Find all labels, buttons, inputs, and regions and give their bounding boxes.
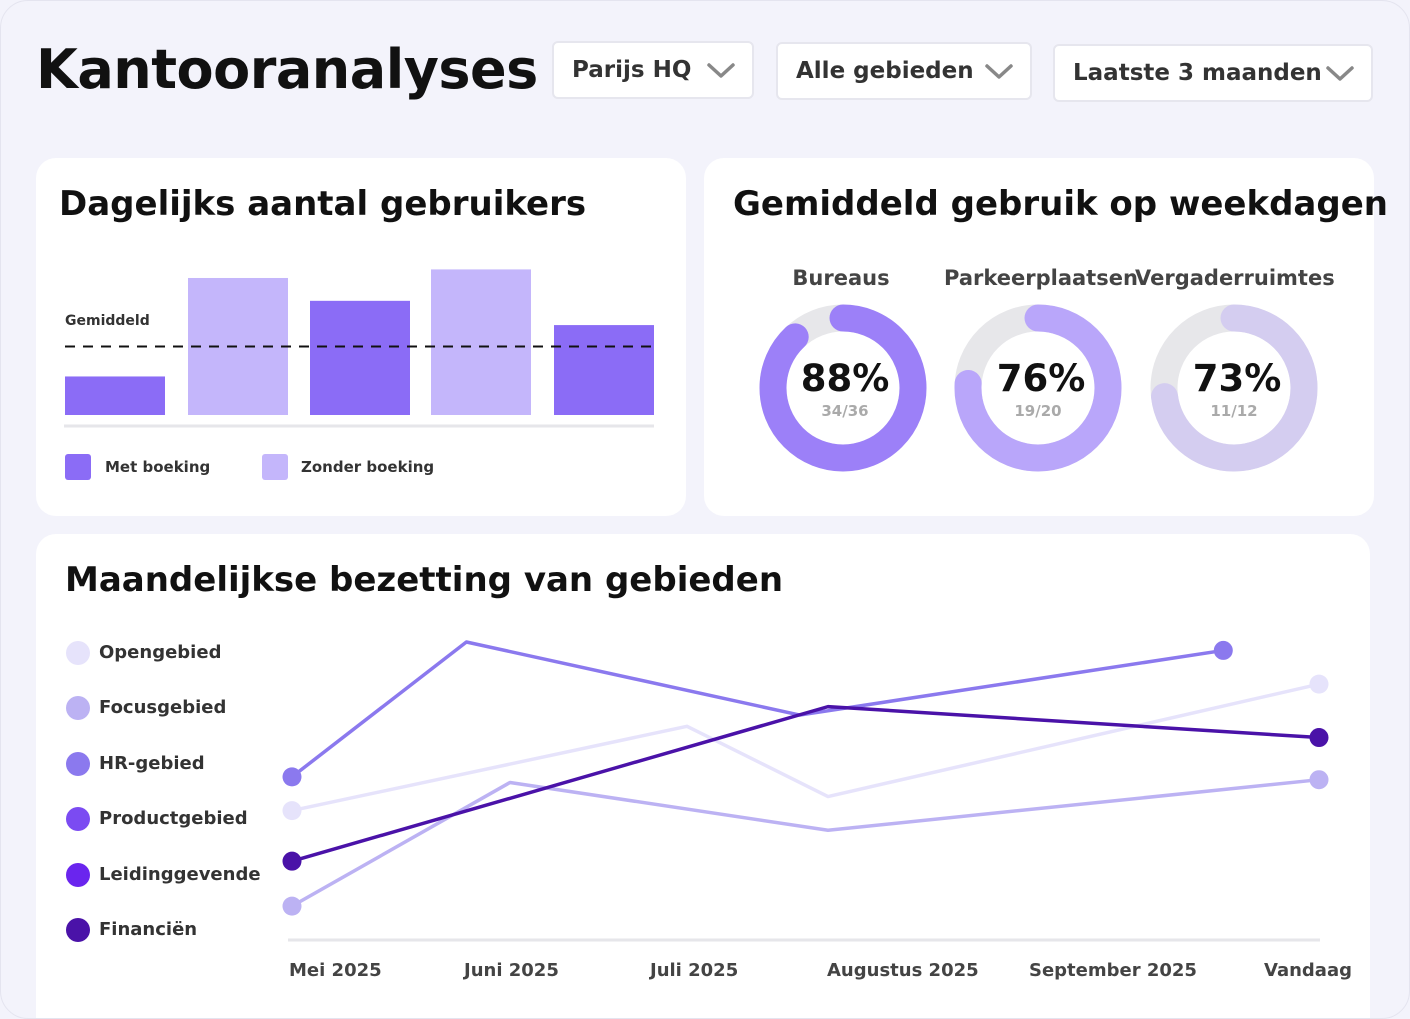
page-title: Kantooranalyses bbox=[36, 38, 538, 101]
chevron-down-icon bbox=[1326, 66, 1354, 81]
series-label-financien: Financiën bbox=[99, 919, 198, 940]
chevron-down-icon bbox=[985, 64, 1013, 79]
series-point-focusgebied-start[interactable] bbox=[282, 896, 302, 916]
donut-fraction-parkeerplaatsen: 19/20 bbox=[1014, 402, 1062, 420]
x-label-september: September 2025 bbox=[1029, 960, 1197, 981]
bar-5[interactable] bbox=[554, 325, 654, 415]
donut-fraction-vergaderruimtes: 11/12 bbox=[1210, 402, 1258, 420]
legend-swatch-met-boeking bbox=[65, 454, 91, 480]
series-dot-productgebied bbox=[66, 807, 90, 831]
donut-arc-3[interactable] bbox=[1150, 304, 1318, 472]
donut-label-parkeerplaatsen: Parkeerplaatsen bbox=[944, 266, 1138, 290]
bar-4[interactable] bbox=[431, 269, 531, 415]
series-dot-leidinggevende bbox=[66, 863, 90, 887]
series-label-hr-gebied: HR-gebied bbox=[99, 753, 205, 774]
legend-swatch-zonder-boeking bbox=[262, 454, 288, 480]
x-label-vandaag: Vandaag bbox=[1264, 960, 1352, 981]
series-line-hr-gebied[interactable] bbox=[290, 640, 1224, 779]
donut-percent-vergaderruimtes: 73% bbox=[1192, 357, 1282, 400]
donut-fraction-bureaus: 34/36 bbox=[821, 402, 869, 420]
series-point-hr-gebied-start[interactable] bbox=[282, 767, 302, 787]
chevron-down-icon bbox=[707, 63, 735, 78]
location-dropdown-label: Parijs HQ bbox=[572, 57, 692, 83]
series-label-productgebied: Productgebied bbox=[99, 808, 248, 829]
period-dropdown[interactable]: Laatste 3 maanden bbox=[1053, 44, 1373, 102]
series-dot-focusgebied bbox=[66, 696, 90, 720]
daily-users-title: Dagelijks aantal gebruikers bbox=[59, 184, 587, 224]
x-label-juli: Juli 2025 bbox=[650, 960, 739, 981]
legend-label-zonder-boeking: Zonder boeking bbox=[301, 458, 435, 476]
average-label: Gemiddeld bbox=[65, 313, 150, 329]
weekday-usage-title: Gemiddeld gebruik op weekdagen bbox=[733, 184, 1388, 224]
area-dropdown-label: Alle gebieden bbox=[796, 58, 974, 84]
donut-arc-2[interactable] bbox=[954, 304, 1122, 472]
bar-1[interactable] bbox=[65, 376, 165, 415]
donut-percent-parkeerplaatsen: 76% bbox=[996, 357, 1086, 400]
location-dropdown[interactable]: Parijs HQ bbox=[552, 41, 754, 99]
series-point-opengebied-end[interactable] bbox=[1309, 674, 1329, 694]
series-point-financi-n-end[interactable] bbox=[1309, 728, 1329, 748]
series-point-financi-n-start[interactable] bbox=[282, 851, 302, 871]
series-label-opengebied: Opengebied bbox=[99, 642, 222, 663]
x-label-juni: Juni 2025 bbox=[464, 960, 559, 981]
series-dot-financien bbox=[66, 918, 90, 942]
monthly-occupancy-title: Maandelijkse bezetting van gebieden bbox=[65, 560, 784, 600]
donut-label-bureaus: Bureaus bbox=[792, 266, 890, 290]
monthly-line-chart bbox=[282, 640, 1329, 942]
daily-users-card: Dagelijks aantal gebruikers Gemiddeld Me… bbox=[36, 158, 686, 516]
area-dropdown[interactable]: Alle gebieden bbox=[776, 42, 1032, 100]
series-label-focusgebied: Focusgebied bbox=[99, 697, 227, 718]
series-point-focusgebied-end[interactable] bbox=[1309, 770, 1329, 790]
donut-label-vergaderruimtes: Vergaderruimtes bbox=[1135, 266, 1335, 290]
series-point-opengebied-start[interactable] bbox=[282, 801, 302, 821]
series-line-financi-n[interactable] bbox=[291, 704, 1320, 863]
series-label-leidinggevende: Leidinggevende bbox=[99, 864, 261, 885]
period-dropdown-label: Laatste 3 maanden bbox=[1073, 60, 1322, 86]
daily-users-bar-chart bbox=[64, 269, 654, 428]
donut-percent-bureaus: 88% bbox=[800, 357, 890, 400]
bar-3[interactable] bbox=[310, 300, 410, 415]
series-point-hr-gebied-end[interactable] bbox=[1213, 640, 1233, 660]
weekday-donut-charts bbox=[759, 304, 1318, 472]
monthly-occupancy-card: Maandelijkse bezetting van gebieden Open… bbox=[36, 534, 1370, 1018]
weekday-usage-card: Gemiddeld gebruik op weekdagen Bureaus P… bbox=[704, 158, 1388, 516]
legend-label-met-boeking: Met boeking bbox=[105, 458, 211, 476]
series-dot-opengebied bbox=[66, 641, 90, 665]
x-label-mei: Mei 2025 bbox=[289, 960, 382, 981]
series-line-focusgebied[interactable] bbox=[291, 777, 1320, 908]
donut-arc-1[interactable] bbox=[759, 304, 927, 472]
series-dot-hr-gebied bbox=[66, 752, 90, 776]
x-label-augustus: Augustus 2025 bbox=[827, 960, 979, 981]
series-line-opengebied[interactable] bbox=[291, 682, 1320, 813]
